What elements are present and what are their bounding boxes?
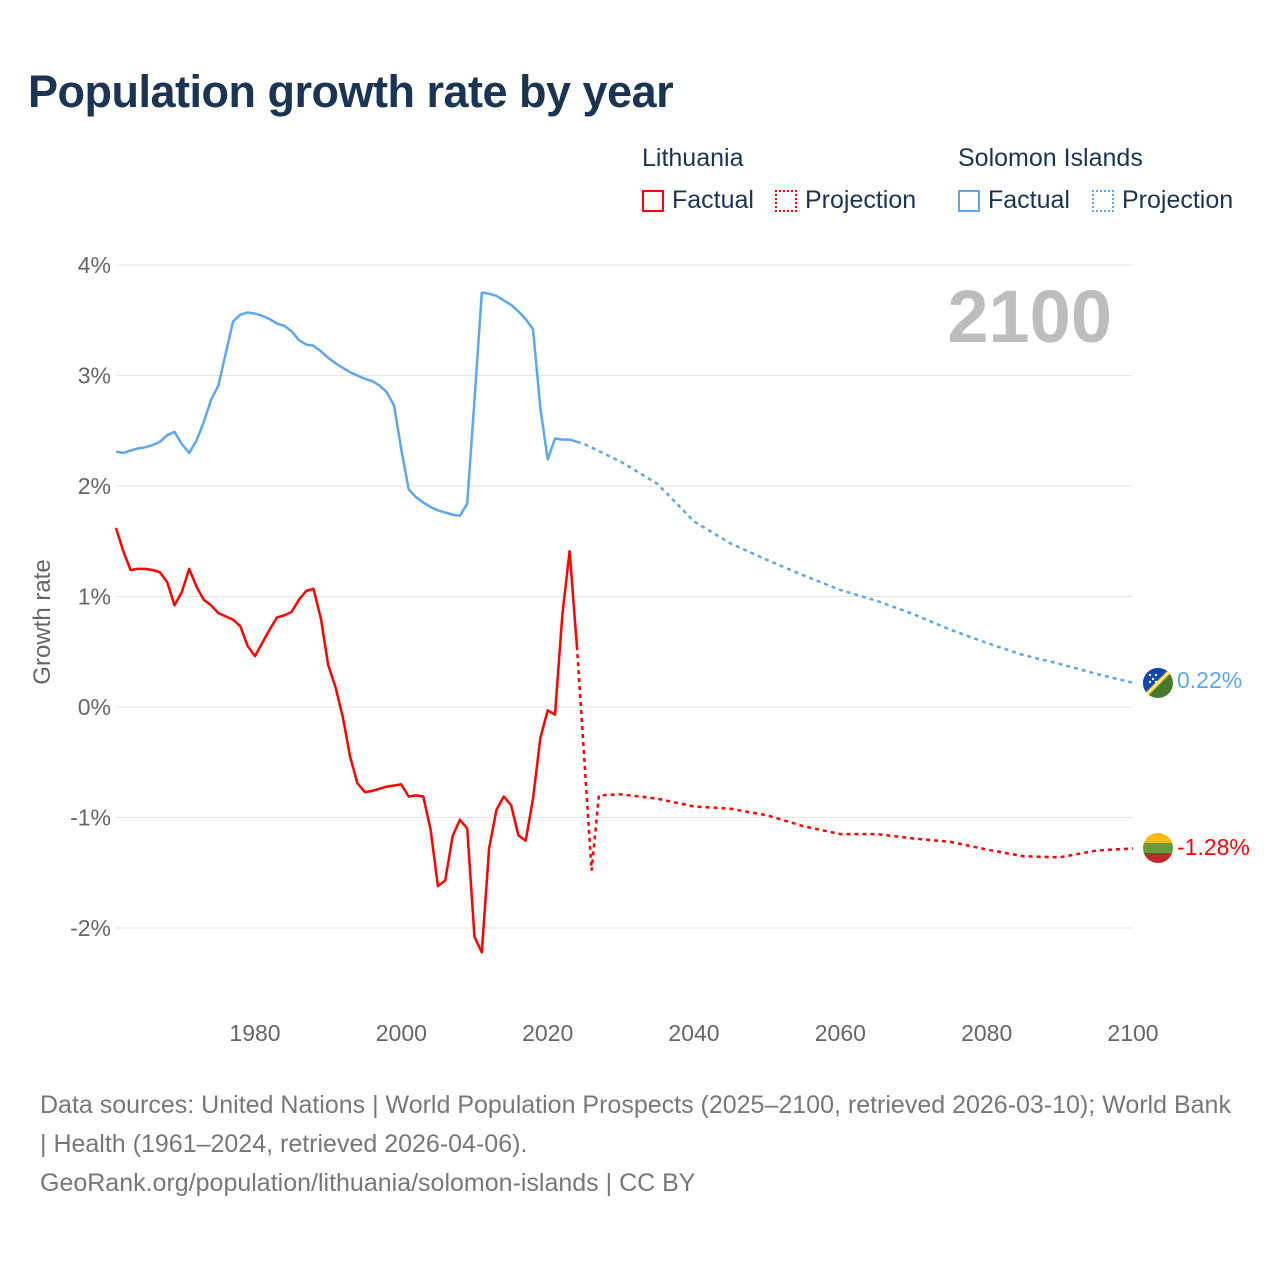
legend-item-factual[interactable]: Factual [958,186,1070,215]
legend-item-label: Projection [1122,186,1234,214]
legend-item-factual[interactable]: Factual [642,186,754,215]
legend-item-projection[interactable]: Projection [775,186,916,215]
legend-item-label: Projection [805,186,917,214]
y-axis-label: Growth rate [29,559,56,684]
chart-title: Population growth rate by year [28,66,674,117]
line-chart: 4% 3% 2% 1% 0% -1% -2% 1980 2000 2020 2040 2060 2080… [29,252,1250,1046]
legend-item-label: Factual [672,186,754,214]
footer: Data sources: United Nations | World Pop… [40,1086,1240,1203]
legend-item-label: Factual [988,186,1070,214]
legend-item-projection[interactable]: Projection [1092,186,1233,215]
solomon-islands-end-label: 0.22% [1177,667,1242,693]
lithuania-factual-line [114,527,579,954]
y-tick-label: 4% [78,252,111,278]
x-tick-label: 2040 [668,1020,719,1046]
legend-group-title: Lithuania [642,144,744,172]
lithuania-projection-line [575,646,1134,871]
solomon-islands-projection-line [576,440,1134,684]
y-tick-label: 3% [78,363,111,389]
data-sources: Data sources: United Nations | World Pop… [40,1091,1231,1158]
dotted-swatch-icon [1092,189,1114,212]
y-tick-label: -1% [70,805,111,831]
solomon-islands-flag-icon [1143,668,1173,698]
dotted-swatch-icon [775,189,797,212]
x-tick-label: 2060 [815,1020,866,1046]
x-tick-label: 2020 [522,1020,573,1046]
y-tick-label: 1% [78,584,111,610]
lithuania-flag-icon [1143,833,1173,863]
solomon-islands-factual-line [115,291,578,518]
credit-link[interactable]: GeoRank.org/population/lithuania/solomon… [40,1169,696,1197]
year-indicator: 2100 [947,275,1112,358]
legend-group-title: Solomon Islands [958,144,1143,172]
x-tick-label: 2080 [961,1020,1012,1046]
solid-swatch-icon [642,189,664,212]
x-tick-label: 2000 [376,1020,427,1046]
solid-swatch-icon [958,189,980,212]
y-tick-label: 2% [78,473,111,499]
y-tick-label: -2% [70,915,111,941]
y-tick-label: 0% [78,694,111,720]
lithuania-end-label: -1.28% [1177,834,1250,860]
x-tick-label: 2100 [1107,1020,1158,1046]
x-tick-label: 1980 [229,1020,280,1046]
